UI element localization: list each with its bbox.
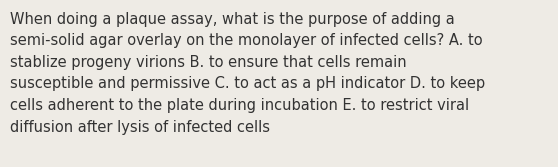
Text: When doing a plaque assay, what is the purpose of adding a
semi-solid agar overl: When doing a plaque assay, what is the p… [10,12,485,135]
